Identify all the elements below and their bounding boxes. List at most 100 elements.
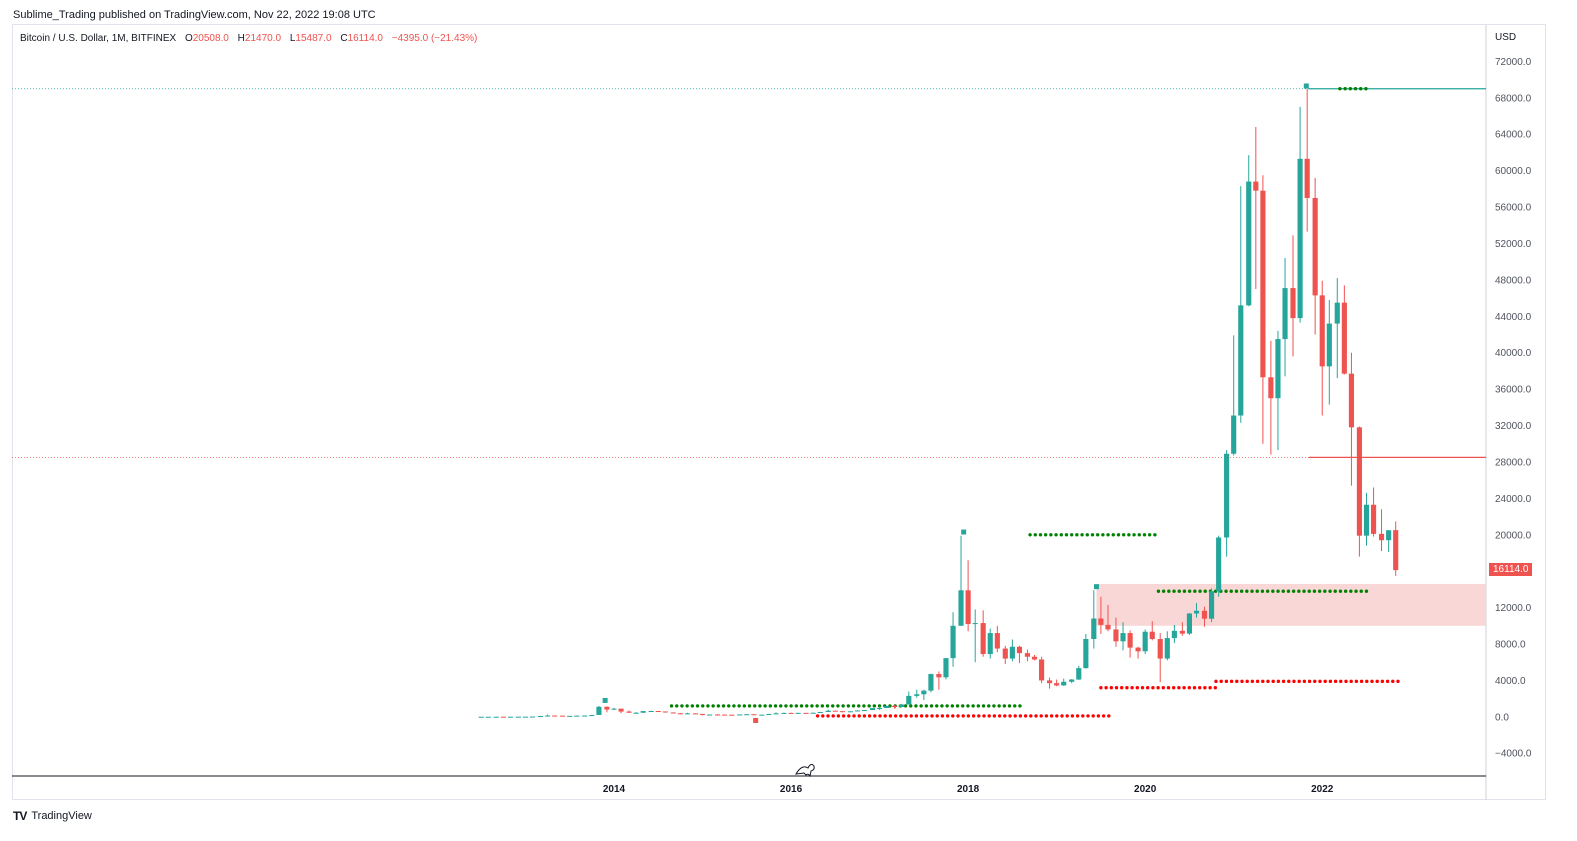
- dot: [1255, 679, 1260, 684]
- dot: [846, 704, 851, 708]
- dot: [1002, 704, 1007, 708]
- dot: [1307, 679, 1312, 684]
- replay-icon: [795, 763, 815, 778]
- candle-body: [582, 715, 588, 717]
- dot: [966, 714, 971, 718]
- dot: [1018, 704, 1022, 708]
- candle-body: [943, 658, 949, 678]
- candle-body: [662, 711, 668, 713]
- dot-line-red: [1099, 686, 1218, 690]
- signal-marker: [961, 529, 967, 535]
- candle-body: [958, 590, 964, 626]
- y-tick-label: 56000.0: [1495, 203, 1532, 214]
- dot: [862, 704, 866, 708]
- candle-body: [604, 706, 610, 710]
- dot: [1338, 589, 1343, 593]
- candle-body: [1061, 681, 1067, 686]
- dot: [1013, 714, 1017, 718]
- dot: [815, 714, 820, 718]
- candle-body: [832, 710, 838, 712]
- dot: [919, 704, 923, 708]
- candle-body: [1083, 638, 1089, 669]
- dot: [1323, 679, 1327, 684]
- dot: [956, 714, 960, 718]
- dot: [820, 704, 825, 708]
- dot: [1054, 533, 1058, 537]
- candle-body: [877, 708, 883, 710]
- dot-line-green: [1028, 533, 1157, 537]
- candle-body: [1164, 638, 1170, 659]
- candle-body: [928, 674, 934, 691]
- dot: [1055, 714, 1059, 718]
- y-tick-label: 24000.0: [1495, 494, 1532, 505]
- dot: [841, 704, 845, 708]
- dot: [919, 714, 924, 718]
- dot: [982, 714, 986, 718]
- dot: [1161, 589, 1166, 593]
- candle-body: [1282, 288, 1288, 340]
- candle-body: [1246, 181, 1252, 306]
- y-tick-label: 44000.0: [1495, 312, 1532, 323]
- dot: [1151, 686, 1155, 690]
- y-tick-label: 0.0: [1495, 712, 1509, 723]
- dot: [1359, 87, 1363, 91]
- candle-body: [773, 713, 779, 715]
- dot: [1135, 686, 1140, 690]
- dot: [1312, 589, 1317, 593]
- candle-body: [987, 633, 993, 655]
- candle-body: [692, 713, 699, 715]
- dot: [1166, 686, 1171, 690]
- candle-body: [914, 694, 920, 696]
- candle-body: [766, 713, 772, 715]
- y-tick-label: 48000.0: [1495, 275, 1532, 286]
- x-tick-label: 2018: [957, 784, 980, 795]
- dot: [1224, 589, 1228, 593]
- candle-body: [817, 711, 823, 713]
- change-value: −4395.0 (−21.43%): [391, 33, 478, 44]
- dot: [1203, 686, 1207, 690]
- y-tick-label: 12000.0: [1495, 603, 1532, 614]
- dot: [924, 704, 929, 708]
- dot: [872, 704, 877, 708]
- dot: [877, 704, 882, 708]
- candle-body: [655, 711, 661, 713]
- dot: [1085, 533, 1089, 537]
- candle-body: [759, 714, 765, 716]
- dot: [831, 714, 835, 718]
- dot: [1142, 533, 1147, 537]
- candle-body: [1120, 633, 1126, 642]
- dot: [1307, 589, 1311, 593]
- y-tick-label: 28000.0: [1495, 457, 1532, 468]
- dot: [768, 704, 773, 708]
- dot: [1177, 686, 1181, 690]
- dot: [1354, 679, 1359, 684]
- dot: [810, 704, 814, 708]
- candle-body: [1157, 638, 1163, 659]
- dot: [1364, 589, 1369, 593]
- dot: [857, 704, 861, 708]
- dot: [1044, 714, 1049, 718]
- dot: [1198, 686, 1202, 690]
- dot: [987, 714, 991, 718]
- dot: [1132, 533, 1136, 537]
- dot: [799, 704, 804, 708]
- y-tick-label: 36000.0: [1495, 385, 1532, 396]
- candle-body: [1076, 668, 1082, 680]
- dot: [997, 704, 1001, 708]
- dot: [1203, 589, 1207, 593]
- dot: [1229, 589, 1233, 593]
- candle-body: [729, 714, 735, 716]
- dot: [940, 704, 944, 708]
- chart-frame[interactable]: [12, 24, 1546, 800]
- candle-body: [1142, 631, 1148, 652]
- candle-body: [552, 715, 558, 717]
- candle-body: [626, 711, 632, 713]
- candle-body: [1135, 647, 1141, 652]
- dot: [1109, 686, 1114, 690]
- dot: [1049, 533, 1053, 537]
- dot: [1028, 533, 1032, 537]
- open-label: O: [184, 33, 193, 44]
- dot: [1114, 686, 1119, 690]
- candle-body: [1386, 530, 1392, 541]
